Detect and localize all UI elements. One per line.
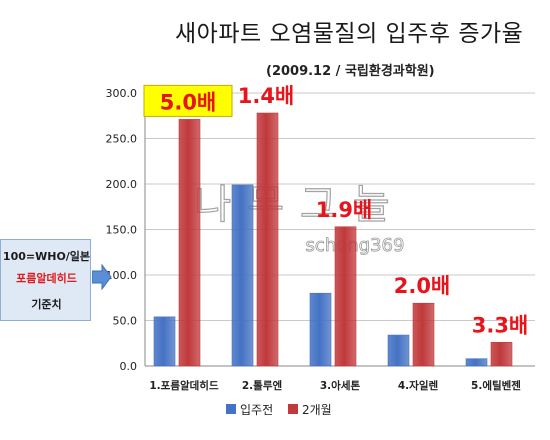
ratio-label: 1.9배	[316, 198, 373, 222]
reference-note-line-1: 100=WHO/일본	[2, 250, 91, 263]
y-tick-label: 0.0	[120, 360, 138, 373]
ratio-label: 1.4배	[238, 84, 295, 108]
watermark-text: 나무그늘	[194, 182, 405, 228]
legend-swatch	[288, 404, 298, 414]
y-tick-label: 50.0	[113, 315, 138, 328]
bar-before-move-in	[309, 292, 332, 367]
legend-label: 2개월	[302, 403, 332, 417]
bar-two-months	[490, 342, 513, 367]
reference-note-line-3: 기준치	[31, 298, 62, 311]
x-category-label: 1.포름알데히드	[149, 379, 219, 392]
y-tick-label: 200.0	[106, 178, 138, 191]
x-category-label: 5.에틸벤젠	[471, 379, 521, 392]
bar-two-months	[334, 226, 357, 367]
reference-note-box: 100=WHO/일본 포름알데히드 기준치	[0, 239, 91, 321]
ratio-label: 3.3배	[472, 313, 529, 337]
y-tick-label: 250.0	[106, 133, 138, 146]
y-tick-label: 150.0	[106, 224, 138, 237]
bar-before-move-in	[153, 316, 176, 367]
bar-two-months	[412, 302, 435, 367]
bar-two-months	[256, 112, 279, 367]
ratio-highlight-box	[143, 84, 233, 117]
ratio-label: 5.0배	[160, 90, 217, 114]
arrow-right-icon	[92, 264, 112, 290]
bar-two-months	[178, 119, 201, 367]
x-category-label: 4.자일렌	[398, 379, 439, 392]
x-category-label: 3.아세톤	[320, 379, 361, 392]
x-category-label: 2.톨루엔	[242, 379, 283, 392]
chart-subtitle: (2009.12 / 국립환경과학원)	[266, 64, 435, 79]
legend-swatch	[226, 404, 236, 414]
bar-before-move-in	[465, 358, 488, 367]
y-tick-label: 100.0	[106, 269, 138, 282]
chart-title: 새아파트 오염물질의 입주후 증가율	[175, 21, 524, 47]
reference-note-line-2: 포름알데히드	[16, 272, 77, 285]
ratio-label: 2.0배	[394, 274, 451, 298]
y-tick-label: 300.0	[106, 87, 138, 100]
legend-label: 입주전	[240, 403, 273, 417]
bar-before-move-in	[231, 184, 254, 367]
bar-before-move-in	[387, 334, 410, 367]
